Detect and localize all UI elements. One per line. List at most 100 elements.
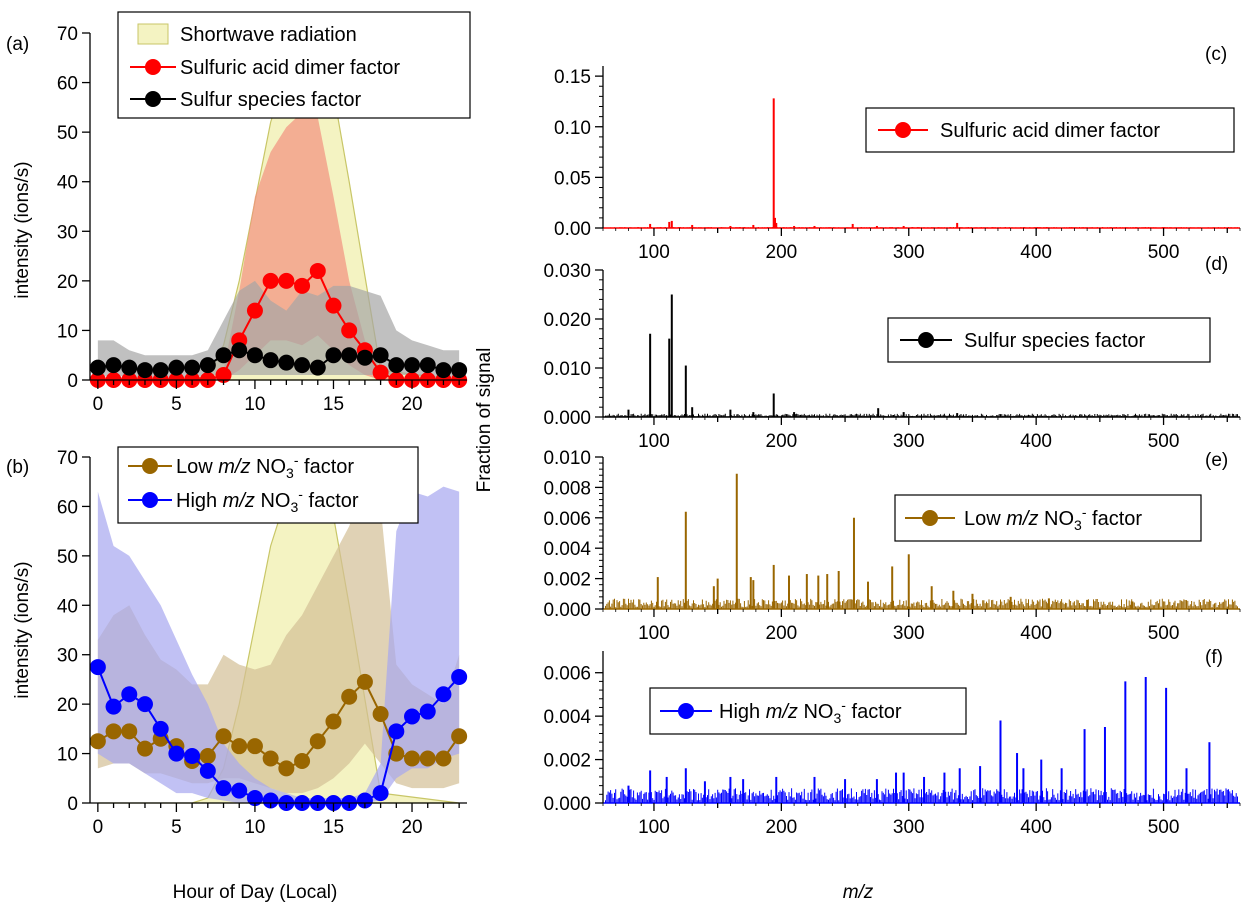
panel-b-label: (b) <box>6 457 29 478</box>
panel-b-point-0 <box>451 728 468 745</box>
panel-b-point-1 <box>105 698 122 715</box>
panel-a-xtick-label: 5 <box>171 394 182 415</box>
panel-a-ytick-label: 70 <box>57 24 78 45</box>
legend-marker-c <box>895 122 911 138</box>
panel-a-point-1 <box>184 359 201 376</box>
panel-e-xtick-label: 300 <box>893 623 925 644</box>
panel-a-point-0 <box>309 262 326 279</box>
panel-a-ylabel: intensity (ions/s) <box>12 161 33 298</box>
panel-b-point-0 <box>246 738 263 755</box>
panel-b-xtick-label: 10 <box>244 817 265 838</box>
panel-e-ytick-label: 0.004 <box>543 539 591 560</box>
panel-c-xtick-label: 400 <box>1020 242 1052 263</box>
panel-a-point-1 <box>89 359 106 376</box>
panel-b-point-1 <box>199 762 216 779</box>
panel-a-ytick-label: 20 <box>57 272 78 293</box>
legend-marker-low-no3 <box>142 458 158 474</box>
panel-b-xtick-label: 20 <box>401 817 422 838</box>
panel-d-xtick-label: 500 <box>1148 431 1180 452</box>
panel-a-point-1 <box>309 359 326 376</box>
panel-e-chart: 0.000 0.002 0.004 0.006 0.008 0.010 100 200 300 4… <box>543 448 1241 644</box>
panel-b-point-1 <box>184 748 201 765</box>
panel-a-point-0 <box>246 302 263 319</box>
panel-b-chart: 0 10 20 30 40 50 60 70 0 5 10 15 20 (b) Low m/z NO3-… <box>6 446 468 903</box>
panel-a-point-1 <box>105 357 122 374</box>
panel-a-ytick-label: 50 <box>57 123 78 144</box>
panel-a-point-1 <box>199 357 216 374</box>
panel-b-point-0 <box>136 740 153 757</box>
panel-b-point-1 <box>419 703 436 720</box>
panel-c-legend: Sulfuric acid dimer factor <box>865 107 1235 153</box>
panel-c-chart: 0.00 0.05 0.10 0.15 100 200 300 400 500 <box>554 66 1241 263</box>
panel-b-point-1 <box>356 792 373 809</box>
legend-label-d: Sulfur species factor <box>964 330 1146 352</box>
mass-spectra: 0.00 0.05 0.10 0.15 100 200 300 400 500 0.000 0.01… <box>543 66 1241 838</box>
panel-a-point-0 <box>215 367 232 384</box>
panel-a-point-0 <box>341 322 358 339</box>
legend-marker-sulfur <box>145 91 161 107</box>
panel-f-xtick-label: 200 <box>766 817 798 838</box>
panel-a-point-1 <box>215 347 232 364</box>
panel-b-point-0 <box>89 733 106 750</box>
panel-d-ytick-label: 0.010 <box>543 359 591 380</box>
panel-b-ytick-label: 20 <box>57 695 78 716</box>
panel-a-point-1 <box>136 362 153 379</box>
panel-a-point-1 <box>325 347 342 364</box>
panel-a-band-0 <box>97 112 460 381</box>
panel-f-label: (f) <box>1205 647 1223 668</box>
panel-a-point-1 <box>435 362 452 379</box>
panel-a-label: (a) <box>6 34 29 55</box>
panel-e-xtick-label: 400 <box>1020 623 1052 644</box>
panel-a-xtick-label: 15 <box>323 394 344 415</box>
panel-b-point-0 <box>325 713 342 730</box>
panel-b-point-0 <box>199 748 216 765</box>
panel-f-xtick-label: 300 <box>893 817 925 838</box>
legend-label-sulfuric: Sulfuric acid dimer factor <box>180 57 400 79</box>
panel-e-ytick-label: 0.000 <box>543 600 591 621</box>
panel-b-ytick-label: 60 <box>57 497 78 518</box>
panel-a-ytick-label: 10 <box>57 321 78 342</box>
left-xlabel: Hour of Day (Local) <box>173 882 338 903</box>
panel-a-ytick-label: 30 <box>57 222 78 243</box>
panel-a-point-0 <box>372 364 389 381</box>
legend-marker-e <box>922 510 938 526</box>
panel-b-ytick-label: 50 <box>57 547 78 568</box>
panel-b-ylabel: intensity (ions/s) <box>12 561 33 698</box>
panel-d-legend: Sulfur species factor <box>887 317 1211 363</box>
panel-b-point-0 <box>309 733 326 750</box>
panel-b-ytick-label: 10 <box>57 745 78 766</box>
panel-d-xtick-label: 300 <box>893 431 925 452</box>
panel-b-point-0 <box>278 760 295 777</box>
panel-b-ytick-label: 0 <box>67 794 78 815</box>
panel-a-legend: Shortwave radiation Sulfuric acid dimer … <box>117 11 471 119</box>
panel-b-ytick-label: 30 <box>57 646 78 667</box>
panel-c-xtick-label: 200 <box>766 242 798 263</box>
panel-b-point-1 <box>121 686 138 703</box>
panel-b-point-0 <box>231 738 248 755</box>
panel-e-xtick-label: 200 <box>766 623 798 644</box>
panel-d-ytick-label: 0.020 <box>543 310 591 331</box>
panel-a-point-0 <box>278 272 295 289</box>
panel-f-ytick-label: 0.004 <box>543 707 591 728</box>
panel-b-point-1 <box>168 745 185 762</box>
panel-b-point-0 <box>419 750 436 767</box>
panel-a-point-1 <box>152 362 169 379</box>
panel-b-point-1 <box>404 708 421 725</box>
panel-b-point-1 <box>388 723 405 740</box>
panel-d-xtick-label: 100 <box>638 431 670 452</box>
panel-b-legend: Low m/z NO3- factor High m/z NO3- factor <box>117 446 419 524</box>
panel-e-ytick-label: 0.006 <box>543 509 591 530</box>
panel-b-point-0 <box>121 723 138 740</box>
panel-b-point-0 <box>404 750 421 767</box>
legend-label-high-no3: High m/z NO3- factor <box>176 486 359 515</box>
panel-e-noise <box>605 598 1238 609</box>
panel-a-point-1 <box>388 357 405 374</box>
panel-a-point-1 <box>419 357 436 374</box>
panel-e-label: (e) <box>1205 450 1228 471</box>
panel-a-point-1 <box>278 354 295 371</box>
panel-b-point-0 <box>372 706 389 723</box>
panel-c-ytick-label: 0.10 <box>554 118 591 139</box>
panel-f-ytick-label: 0.006 <box>543 664 591 685</box>
legend-label-shortwave: Shortwave radiation <box>180 24 357 46</box>
panel-a-ytick-label: 0 <box>67 371 78 392</box>
